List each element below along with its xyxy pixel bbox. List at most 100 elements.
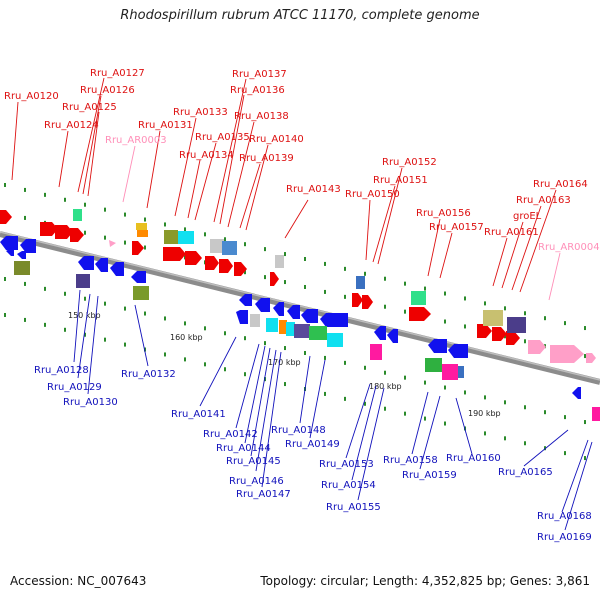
gene-label: Rru_A0147 [236,489,291,500]
gene-label: Rru_A0131 [138,120,193,131]
gene-arrow [492,327,507,341]
track-dot [104,207,106,212]
feature-box [356,276,365,289]
track-dot [284,346,286,351]
track-dot [364,271,366,276]
feature-box [327,333,343,347]
track-dot [64,291,66,296]
gene-label: Rru_A0165 [498,467,553,478]
gene-label: Rru_A0135 [195,132,250,143]
track-dot [124,342,126,347]
genome-title: Rhodospirillum rubrum ATCC 11170, comple… [120,8,480,23]
gene-arrow [131,271,146,283]
gene-arrow [239,294,252,306]
track-dot [44,286,46,291]
track-dot [504,306,506,311]
gene-label: Rru_A0130 [63,397,118,408]
feature-boxes[interactable] [14,209,600,421]
top-gene-labels[interactable]: Rru_A0120 Rru_A0127 Rru_A0126 Rru_A0125 … [4,68,600,253]
track-dot [84,332,86,337]
scale-tick-label: 190 kbp [468,409,501,418]
reverse-genes[interactable] [0,236,581,399]
track-dot [144,347,146,352]
gene-label: Rru_A0149 [285,439,340,450]
track-dot [544,316,546,321]
track-dot [24,215,26,220]
gene-label: Rru_A0143 [286,184,341,195]
feature-box [442,364,458,380]
track-dot [24,187,26,192]
track-dot [244,270,246,275]
gene-arrow [219,259,233,273]
track-dot [104,235,106,240]
gene-label: Rru_A0139 [239,153,294,164]
track-dot [504,436,506,441]
track-dot [284,252,286,257]
gene-arrow [110,262,124,276]
gene-arrow [374,326,386,340]
track-dot [84,230,86,235]
track-dot [224,331,226,336]
track-dot [244,242,246,247]
gene-label: Rru_A0164 [533,179,588,190]
track-dot [304,284,306,289]
track-dot [204,326,206,331]
gene-label: Rru_A0156 [416,208,471,219]
track-dot [484,395,486,400]
track-dot [344,294,346,299]
track-dot [104,337,106,342]
track-dot [464,390,466,395]
gene-label: Rru_A0134 [179,150,234,161]
scale-tick-label: 160 kbp [170,333,203,342]
track-dot [584,420,586,425]
track-dot [124,306,126,311]
track-dot [364,401,366,406]
feature-box [286,322,295,336]
track-dot [224,237,226,242]
track-dot [324,391,326,396]
feature-box [164,230,178,244]
track-dot [564,451,566,456]
gene-label: Rru_A0152 [382,157,437,168]
gene-label: Rru_A0133 [173,107,228,118]
gene-label: Rru_A0132 [121,369,176,380]
gene-arrow [185,251,202,265]
bottom-gene-labels[interactable]: Rru_A0128 Rru_A0129 Rru_A0130 Rru_A0132 … [34,365,592,543]
gene-label: Rru_A0168 [537,511,592,522]
gene-arrow [362,295,373,309]
gene-label: Rru_A0159 [402,470,457,481]
accession-text: Accession: NC_007643 [10,574,147,588]
gene-label: Rru_A0160 [446,453,501,464]
forward-genes[interactable] [0,210,520,345]
track-dot [344,396,346,401]
track-dot [444,421,446,426]
rna-genes[interactable] [109,240,596,363]
bottom-leader-lines [73,289,593,531]
track-dot [244,336,246,341]
gene-label: Rru_A0146 [229,476,284,487]
track-dot [24,281,26,286]
gene-arrow [287,305,300,319]
track-dot [584,326,586,331]
rna-gene-arrow [586,353,596,363]
track-dot [144,245,146,250]
gene-label: Rru_A0169 [537,532,592,543]
feature-box [411,291,426,305]
gene-label: Rru_A0144 [216,443,271,454]
gene-label: Rru_A0125 [62,102,117,113]
gene-label: Rru_A0161 [484,227,539,238]
track-dot [4,276,6,281]
gene-arrow [70,228,84,242]
feature-box [458,366,464,378]
gene-label: Rru_A0153 [319,459,374,470]
feature-box [73,209,82,221]
gene-arrow [40,222,58,236]
track-dot [344,266,346,271]
gene-arrow [236,310,248,324]
track-dot [184,357,186,362]
gene-arrow [572,387,581,399]
gene-label: Rru_AR0004 [538,242,600,253]
gene-arrow [255,298,270,312]
track-dot [324,355,326,360]
